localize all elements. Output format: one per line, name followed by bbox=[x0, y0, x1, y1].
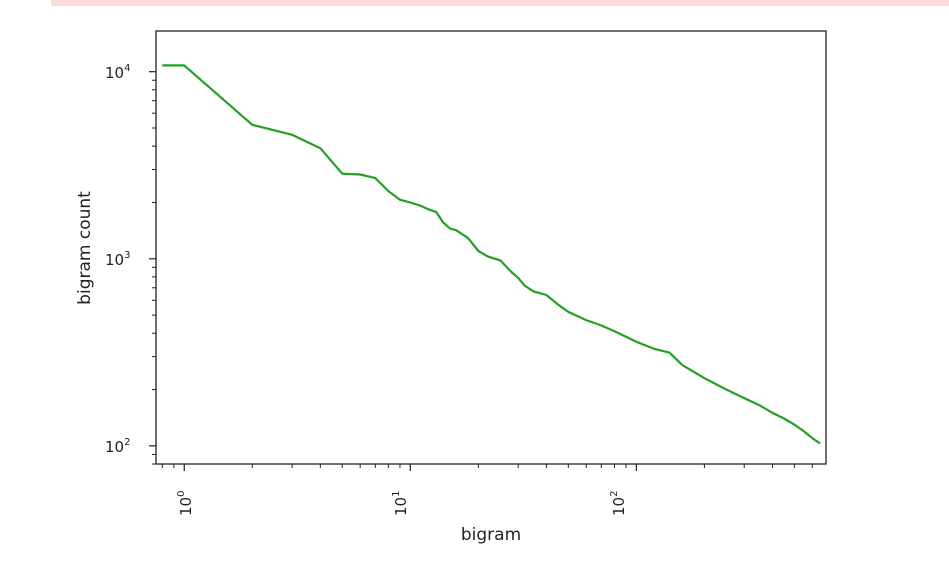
minor-ticks bbox=[152, 79, 813, 468]
y-tick-label-1e4: 104 bbox=[105, 63, 130, 82]
major-ticks bbox=[149, 71, 637, 471]
top-banner-strip bbox=[51, 0, 949, 6]
y-tick-label-1e2: 102 bbox=[105, 437, 130, 456]
y-tick-label-1e3: 103 bbox=[105, 250, 130, 269]
y-axis-label: bigram count bbox=[75, 191, 95, 305]
x-tick-label-1e2: 102 bbox=[609, 491, 628, 516]
x-axis-label: bigram bbox=[461, 525, 521, 545]
plot-area bbox=[155, 30, 827, 465]
series-line bbox=[162, 64, 821, 445]
x-tick-label-1e0: 100 bbox=[176, 491, 195, 516]
x-tick-label-1e1: 101 bbox=[391, 491, 410, 516]
